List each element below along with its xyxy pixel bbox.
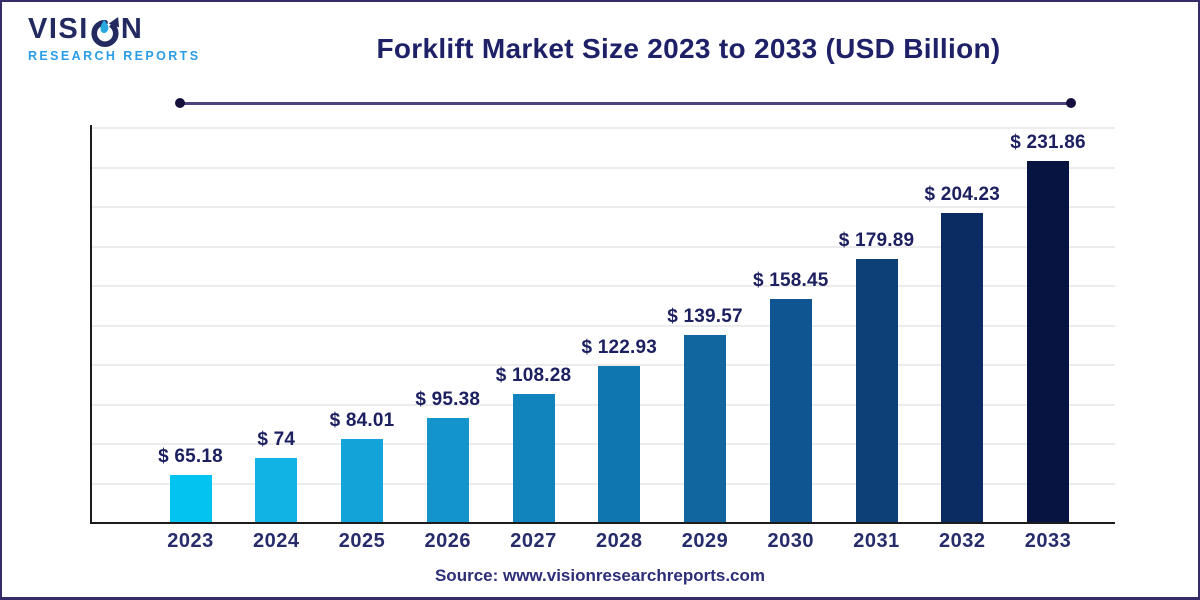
- bar-2032: [941, 213, 984, 522]
- bar-2033: [1027, 161, 1069, 522]
- gridline: [92, 206, 1115, 208]
- x-tick-label-2032: 2032: [939, 530, 986, 552]
- bar-value-label-2027: $ 108.28: [495, 365, 572, 386]
- page-title: Forklift Market Size 2023 to 2033 (USD B…: [376, 33, 1001, 64]
- logo-drop-icon: [90, 16, 120, 48]
- bar-value-label-2033: $ 231.86: [1010, 132, 1086, 153]
- x-tick-label-2024: 2024: [253, 530, 300, 552]
- gridline: [92, 166, 1115, 169]
- bar-2025: [341, 439, 383, 522]
- bar-2026: [426, 418, 469, 522]
- bar-2030: [769, 299, 812, 522]
- gridline: [92, 127, 1115, 129]
- gridline: [92, 245, 1115, 248]
- divider-dot-left: [175, 98, 185, 108]
- x-tick-label-2027: 2027: [510, 530, 557, 552]
- bar-2027: [512, 394, 555, 522]
- gridline: [92, 364, 1115, 366]
- bar-value-label-2032: $ 204.23: [924, 184, 1001, 205]
- bar-value-label-2024: $ 74: [257, 429, 296, 450]
- bar-value-label-2031: $ 179.89: [838, 230, 915, 251]
- bar-2029: [684, 335, 726, 522]
- divider-dot-right: [1066, 98, 1076, 108]
- x-tick-label-2030: 2030: [767, 530, 814, 552]
- x-tick-label-2028: 2028: [596, 530, 643, 552]
- chart-plot: $ 65.18 2023 $ 74 2024 $ 84.01 2025 $ 95.38 202…: [90, 125, 1115, 552]
- source-text: Source: www.visionresearchreports.com: [434, 566, 766, 585]
- logo-subtext: RESEARCH REPORTS: [28, 49, 201, 63]
- bar-2024: [255, 458, 298, 522]
- y-axis-line: [90, 125, 92, 524]
- gridline: [92, 324, 1115, 327]
- x-tick-label-2029: 2029: [681, 530, 729, 552]
- vision-research-reports-logo: VISI N RESEARCH REPORTS: [28, 13, 201, 64]
- bar-2028: [598, 366, 641, 522]
- bar-2031: [855, 259, 898, 522]
- logo-wordmark: VISI N: [28, 13, 200, 47]
- x-tick-label-2033: 2033: [1024, 530, 1072, 552]
- bar-value-label-2023: $ 65.18: [158, 446, 223, 467]
- bar-value-label-2028: $ 122.93: [581, 337, 658, 358]
- x-tick-label-2031: 2031: [853, 530, 900, 552]
- x-tick-label-2025: 2025: [338, 530, 386, 552]
- x-tick-label-2023: 2023: [167, 530, 214, 552]
- bar-value-label-2026: $ 95.38: [415, 389, 481, 410]
- title-divider-line: [180, 102, 1071, 105]
- x-tick-label-2026: 2026: [424, 530, 471, 552]
- logo-text-visi: VISI: [28, 13, 89, 45]
- bar-value-label-2025: $ 84.01: [329, 410, 395, 431]
- bar-value-label-2029: $ 139.57: [667, 306, 743, 327]
- x-axis-line: [90, 522, 1115, 524]
- bar-value-label-2030: $ 158.45: [752, 270, 829, 291]
- bar-2023: [169, 475, 212, 522]
- gridline: [92, 285, 1115, 287]
- logo-text-n: N: [120, 13, 144, 45]
